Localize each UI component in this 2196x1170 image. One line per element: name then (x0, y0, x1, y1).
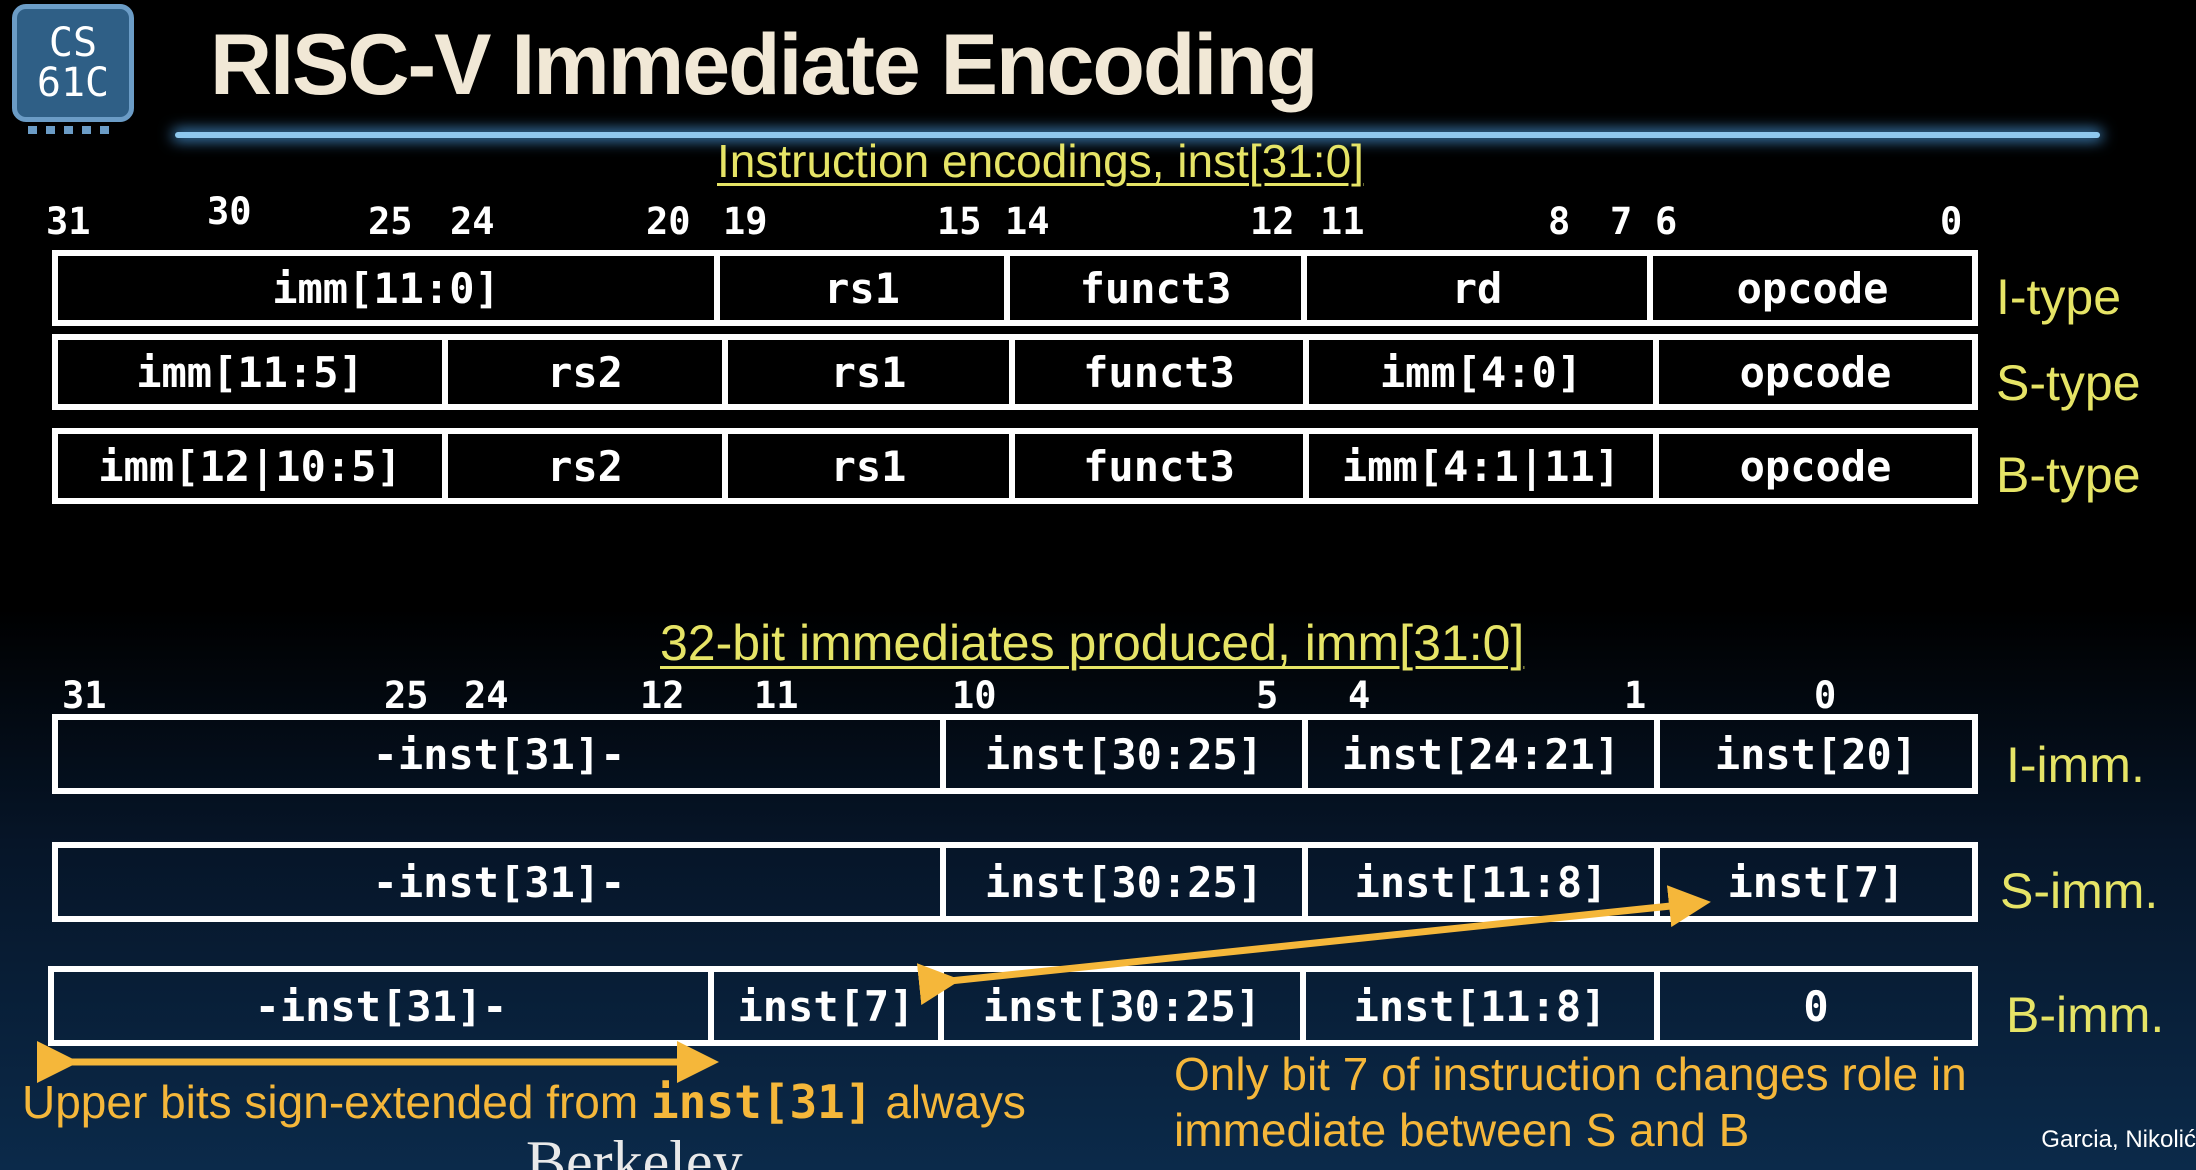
sign-extension-note: Upper bits sign-extended from inst[31] a… (22, 1074, 1026, 1130)
field-bit-0: inst[7] (1727, 857, 1905, 907)
bit-number: 12 (1250, 200, 1295, 243)
bit7-note-line-1: Only bit 7 of instruction changes role i… (1174, 1048, 1967, 1100)
field-funct3: funct3 (1015, 434, 1309, 498)
field-funct3: funct3 (1015, 340, 1309, 404)
bit-number: 8 (1548, 200, 1571, 243)
field-bits-24-21: inst[24:21] (1308, 720, 1660, 788)
bit-number: 12 (640, 674, 685, 717)
bit7-note-line-2: immediate between S and B (1174, 1104, 1750, 1156)
bit7-note: Only bit 7 of instruction changes role i… (1174, 1046, 1967, 1158)
field-opcode: opcode (1739, 441, 1892, 491)
field-funct3: funct3 (1010, 256, 1307, 320)
field-opcode: opcode (1739, 347, 1892, 397)
field-rs2: rs2 (448, 434, 728, 498)
field-imm: imm[11:0] (58, 256, 720, 320)
field-bit-0: 0 (1803, 981, 1829, 1031)
bit-number: 11 (1320, 200, 1365, 243)
bit-number: 25 (384, 674, 429, 717)
field-sign-extension: -inst[31]- (58, 848, 946, 916)
bit-number: 0 (1814, 674, 1837, 717)
i-type-row: imm[11:0] rs1 funct3 rd opcode (52, 250, 1978, 326)
sign-note-prefix: Upper bits sign-extended from (22, 1076, 651, 1128)
bit-number: 15 (937, 200, 982, 243)
bit-number: 31 (46, 200, 91, 243)
bit-number: 4 (1348, 674, 1371, 717)
sign-note-suffix: always (872, 1076, 1026, 1128)
field-rs1: rs1 (720, 256, 1010, 320)
field-imm-upper: imm[12|10:5] (58, 434, 448, 498)
bit-number: 5 (1256, 674, 1279, 717)
field-bit-11: inst[7] (714, 972, 944, 1040)
row-label-s-type: S-type (1996, 355, 2141, 411)
logo-badge: CS 61C (12, 4, 134, 122)
row-label-b-type: B-type (1996, 447, 2141, 503)
sign-note-code: inst[31] (650, 1075, 873, 1129)
bit-number: 30 (207, 190, 252, 233)
encodings-heading: Instruction encodings, inst[31:0] (717, 135, 1364, 187)
chip-pins-icon (28, 126, 118, 134)
bit-number: 19 (723, 200, 768, 243)
field-opcode: opcode (1736, 263, 1889, 313)
field-imm-lower: imm[4:1|11] (1309, 434, 1659, 498)
field-rs1: rs1 (728, 434, 1015, 498)
field-sign-extension: -inst[31]- (54, 972, 714, 1040)
field-rd: rd (1307, 256, 1653, 320)
bit-number: 31 (62, 674, 107, 717)
bit-number: 25 (368, 200, 413, 243)
title-divider (175, 132, 2100, 138)
row-label-i-type: I-type (1996, 269, 2122, 325)
slide-title: RISC-V Immediate Encoding (210, 17, 1318, 113)
bit-number: 14 (1005, 200, 1050, 243)
bit-number: 7 (1610, 200, 1633, 243)
row-label-i-imm: I-imm. (2006, 737, 2145, 793)
bit-number: 11 (754, 674, 799, 717)
field-bits-30-25: inst[30:25] (946, 720, 1308, 788)
logo-line-1: CS (48, 20, 98, 66)
bit-number: 24 (450, 200, 495, 243)
berkeley-wordmark: Berkeley (526, 1129, 743, 1170)
bit-number: 0 (1940, 200, 1963, 243)
field-bit-0: inst[20] (1714, 729, 1918, 779)
row-label-b-imm: B-imm. (2006, 987, 2165, 1043)
bit-number: 24 (464, 674, 509, 717)
bit7-arrow (916, 885, 1711, 1006)
immediates-heading: 32-bit immediates produced, imm[31:0] (660, 615, 1525, 671)
field-imm-lower: imm[4:0] (1309, 340, 1659, 404)
logo-line-2: 61C (36, 60, 110, 106)
field-rs2: rs2 (448, 340, 728, 404)
field-imm-upper: imm[11:5] (58, 340, 448, 404)
i-imm-row: -inst[31]- inst[30:25] inst[24:21] inst[… (52, 714, 1978, 794)
bit-number: 1 (1624, 674, 1647, 717)
b-type-row: imm[12|10:5] rs2 rs1 funct3 imm[4:1|11] … (52, 428, 1978, 504)
bit-number: 10 (952, 674, 997, 717)
field-sign-extension: -inst[31]- (58, 720, 946, 788)
author-credit: Garcia, Nikolić (2041, 1126, 2196, 1153)
bit-number: 20 (646, 200, 691, 243)
field-rs1: rs1 (728, 340, 1015, 404)
s-type-row: imm[11:5] rs2 rs1 funct3 imm[4:0] opcode (52, 334, 1978, 410)
bit-number: 6 (1655, 200, 1678, 243)
row-label-s-imm: S-imm. (2000, 863, 2159, 919)
cs61c-logo: CS 61C (6, 4, 140, 134)
